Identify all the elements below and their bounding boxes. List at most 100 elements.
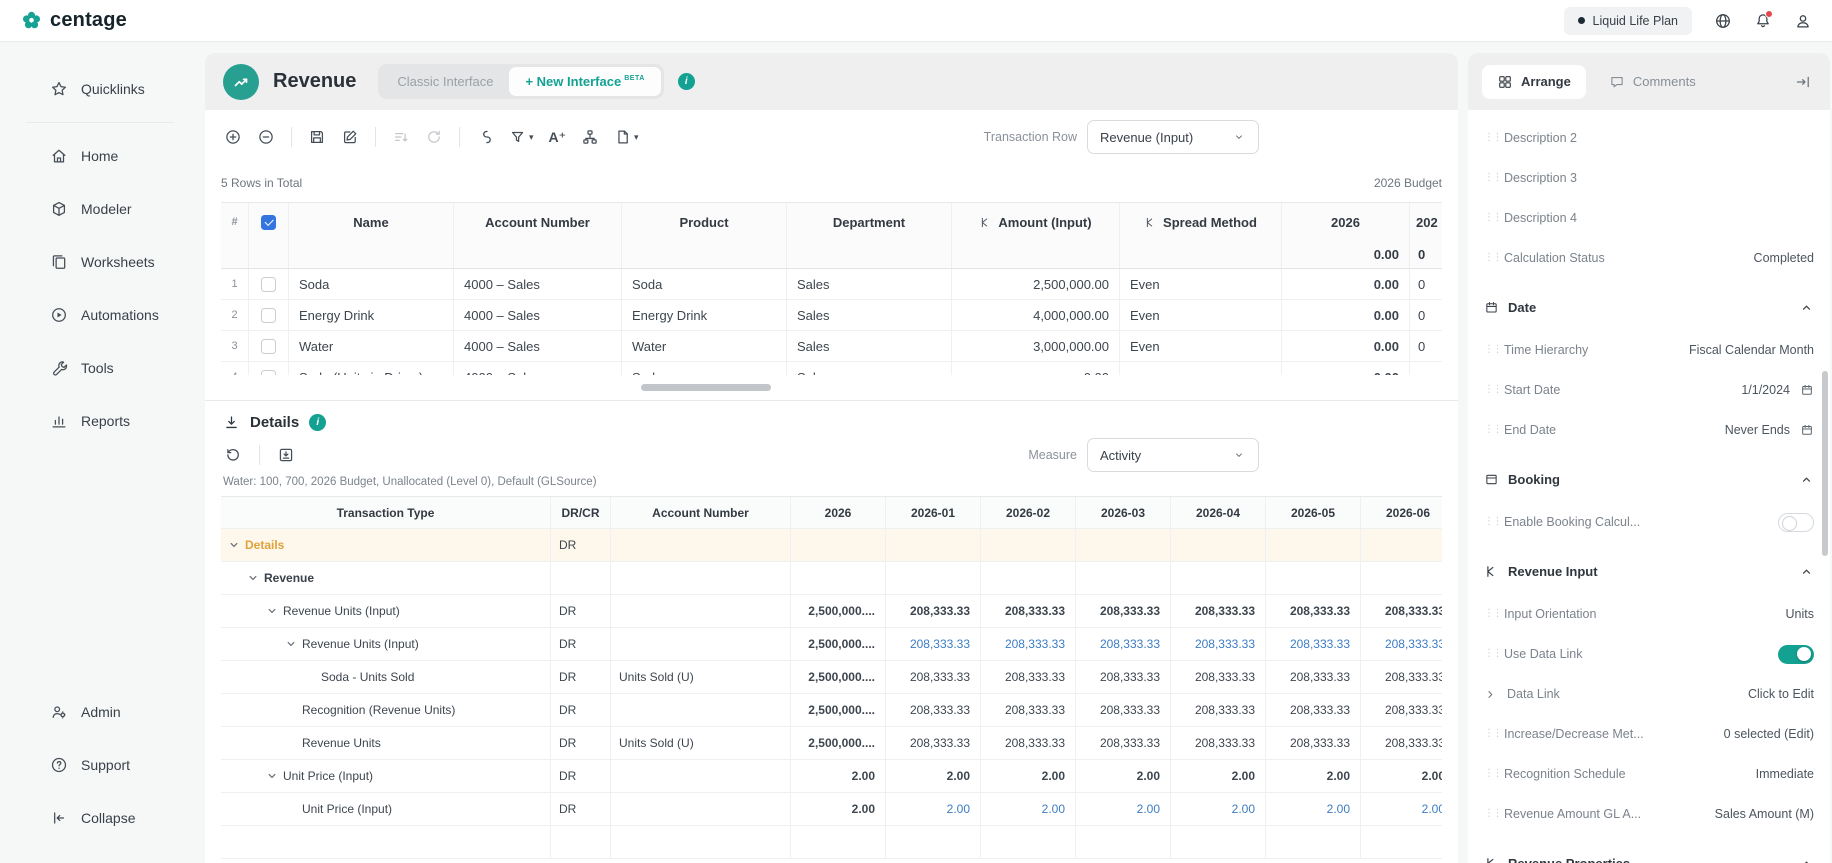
cell-month-value[interactable]: 2.00 — [1171, 793, 1266, 825]
document-menu-button[interactable]: ▾ — [609, 123, 644, 151]
property-section-header[interactable]: Date — [1468, 284, 1830, 330]
property-row[interactable]: ⋮⋮ Time Hierarchy Fiscal Calendar Month — [1468, 330, 1830, 370]
cell-month-value[interactable]: 208,333.33 — [1076, 661, 1171, 693]
cell-month-value[interactable]: 208,333.33 — [1266, 595, 1361, 627]
cell-month-value[interactable]: 208,333.33 — [1076, 694, 1171, 726]
property-value[interactable]: Immediate — [1755, 767, 1814, 781]
toggle-off[interactable] — [1778, 512, 1814, 532]
cell-month-value[interactable]: 2.00 — [1266, 760, 1361, 792]
chevron-down-icon[interactable] — [248, 573, 258, 583]
property-row[interactable]: ⋮⋮ Recognition Schedule Immediate — [1468, 754, 1830, 794]
details-column-header[interactable]: 2026-02 — [981, 497, 1076, 528]
calendar-icon[interactable] — [1800, 383, 1814, 397]
sidebar-item-reports[interactable]: Reports — [0, 401, 200, 441]
details-row[interactable]: Recognition (Revenue Units) DR 2,500,000… — [221, 694, 1442, 727]
property-row[interactable]: ⋮⋮ Description 2 — [1468, 118, 1830, 158]
collapse-panel-button[interactable] — [1790, 69, 1816, 95]
cell-month-value[interactable]: 208,333.33 — [981, 628, 1076, 660]
cell-month-value[interactable] — [1076, 826, 1171, 858]
cell-2027[interactable] — [1410, 362, 1442, 375]
save-button[interactable] — [303, 123, 331, 151]
details-row[interactable]: Unit Price (Input) DR 2.00 2.00 2.00 2.0… — [221, 793, 1442, 826]
table-row[interactable]: 3 Water 4000 – Sales Water Sales 3,000,0… — [221, 331, 1442, 362]
cell-drcr[interactable]: DR — [551, 661, 611, 693]
row-checkbox[interactable] — [261, 369, 276, 375]
sort-button[interactable] — [387, 123, 415, 151]
details-column-header[interactable]: Transaction Type — [221, 497, 551, 528]
cell-drcr[interactable]: DR — [551, 529, 611, 561]
sidebar-item-automations[interactable]: Automations — [0, 295, 200, 335]
cell-month-value[interactable]: 2.00 — [1076, 760, 1171, 792]
cell-month-value[interactable]: 208,333.33 — [1361, 628, 1442, 660]
details-row[interactable]: Unit Price (Input) DR 2.00 2.00 2.00 2.0… — [221, 760, 1442, 793]
cell-month-value[interactable]: 2.00 — [886, 793, 981, 825]
cell-month-value[interactable]: 208,333.33 — [886, 628, 981, 660]
cell-account-number[interactable] — [611, 595, 791, 627]
cell-month-value[interactable] — [1266, 826, 1361, 858]
cell-month-value[interactable]: 208,333.33 — [1171, 727, 1266, 759]
row-checkbox[interactable] — [261, 276, 276, 292]
cell-month-value[interactable] — [1171, 562, 1266, 594]
property-row[interactable]: ⋮⋮ Revenue Amount GL A... Sales Amount (… — [1468, 794, 1830, 834]
cell-amount-input[interactable]: 2,500,000.00 — [952, 269, 1120, 299]
cell-2026[interactable]: 2,500,000.... — [791, 595, 886, 627]
property-value[interactable]: Completed — [1753, 251, 1814, 265]
details-column-header[interactable]: 2026-01 — [886, 497, 981, 528]
cell-name[interactable]: Soda (Units in Driver) — [289, 362, 454, 375]
cell-drcr[interactable]: DR — [551, 760, 611, 792]
cell-month-value[interactable] — [981, 826, 1076, 858]
cell-transaction-type[interactable]: Recognition (Revenue Units) — [221, 694, 551, 726]
property-value[interactable]: Never Ends — [1724, 423, 1790, 437]
sidebar-item-home[interactable]: Home — [0, 136, 200, 176]
cell-amount-input[interactable]: 3,000,000.00 — [952, 331, 1120, 361]
cell-account-number[interactable] — [611, 562, 791, 594]
cell-month-value[interactable]: 208,333.33 — [886, 595, 981, 627]
cell-account-number[interactable] — [611, 529, 791, 561]
sidebar-item-quicklinks[interactable]: Quicklinks — [0, 69, 200, 109]
property-row[interactable]: ⋮⋮ Start Date 1/1/2024 — [1468, 370, 1830, 410]
cell-drcr[interactable] — [551, 826, 611, 858]
cell-month-value[interactable]: 208,333.33 — [1361, 595, 1442, 627]
cell-account-number[interactable]: 4000 – Sales — [454, 331, 622, 361]
cell-month-value[interactable]: 208,333.33 — [886, 661, 981, 693]
drag-handle[interactable]: ⋮⋮ — [1484, 648, 1503, 659]
cell-amount-input[interactable]: 4,000,000.00 — [952, 300, 1120, 330]
chevron-up-icon[interactable] — [1799, 300, 1814, 315]
cell-month-value[interactable] — [1171, 826, 1266, 858]
details-row[interactable]: Revenue — [221, 562, 1442, 595]
column-header-name[interactable]: Name — [289, 203, 454, 241]
chevron-up-icon[interactable] — [1799, 472, 1814, 487]
details-row[interactable] — [221, 826, 1442, 859]
property-value[interactable]: Sales Amount (M) — [1714, 807, 1814, 821]
details-row[interactable]: Revenue Units (Input) DR 2,500,000.... 2… — [221, 628, 1442, 661]
add-field-button[interactable]: A⁺ — [544, 124, 572, 151]
cell-account-number[interactable]: 4000 – Sales — [454, 269, 622, 299]
cell-2026[interactable] — [791, 826, 886, 858]
cell-spread-method[interactable] — [1120, 362, 1282, 375]
details-column-header[interactable]: 2026-06 — [1361, 497, 1442, 528]
column-header-2026[interactable]: 2026 — [1282, 203, 1410, 241]
tab-new-interface[interactable]: + New Interface BETA — [509, 67, 661, 96]
chevron-up-icon[interactable] — [1799, 564, 1814, 579]
cell-transaction-type[interactable]: Soda - Units Sold — [221, 661, 551, 693]
cell-month-value[interactable] — [1076, 562, 1171, 594]
horizontal-scrollbar-thumb[interactable] — [641, 384, 771, 391]
cell-amount-input[interactable]: 0.00 — [952, 362, 1120, 375]
sidebar-collapse-button[interactable]: Collapse — [0, 798, 200, 838]
details-column-header[interactable]: DR/CR — [551, 497, 611, 528]
sidebar-item-support[interactable]: Support — [0, 745, 200, 785]
cell-transaction-type[interactable]: Unit Price (Input) — [221, 760, 551, 792]
cell-month-value[interactable]: 208,333.33 — [981, 661, 1076, 693]
cell-drcr[interactable]: DR — [551, 628, 611, 660]
cell-name[interactable]: Water — [289, 331, 454, 361]
cell-spread-method[interactable]: Even — [1120, 300, 1282, 330]
spread-curve-button[interactable] — [471, 123, 499, 151]
cell-department[interactable]: Sales — [787, 300, 952, 330]
column-header-department[interactable]: Department — [787, 203, 952, 241]
refresh-button[interactable] — [420, 123, 448, 151]
property-value[interactable]: Fiscal Calendar Month — [1688, 343, 1814, 357]
cell-account-number[interactable] — [611, 826, 791, 858]
cell-account-number[interactable]: 4000 – Sales — [454, 362, 622, 375]
cell-transaction-type[interactable] — [221, 826, 551, 858]
cell-drcr[interactable]: DR — [551, 727, 611, 759]
